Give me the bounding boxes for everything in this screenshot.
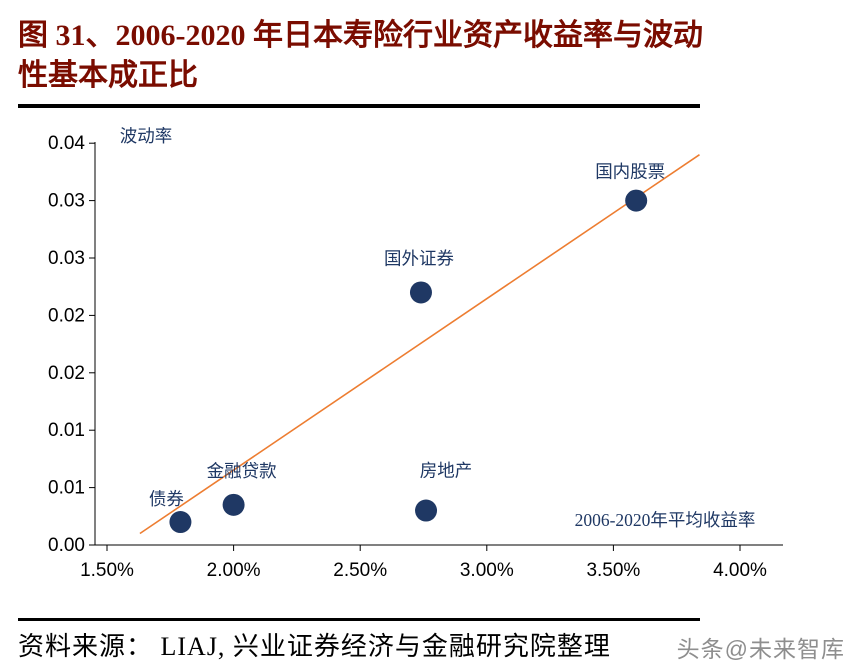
- figure-title: 图 31、2006-2020 年日本寿险行业资产收益率与波动 性基本成正比: [0, 0, 847, 95]
- x-tick-label: 1.50%: [80, 560, 134, 581]
- point-label-4: 国内股票: [595, 162, 665, 182]
- footer-divider-rule: [18, 618, 700, 621]
- source-text: 资料来源： LIAJ, 兴业证券经济与金融研究院整理: [18, 632, 611, 661]
- trend-line: [139, 154, 700, 535]
- data-point-3: [409, 281, 432, 304]
- y-axis-title: 波动率: [120, 126, 173, 146]
- x-tick-label: 3.50%: [586, 560, 640, 581]
- data-point-2: [415, 499, 438, 522]
- figure-title-line2: 性基本成正比: [18, 58, 198, 92]
- y-tick-label: 0.03: [48, 248, 85, 269]
- y-tick-label: 0.01: [48, 420, 85, 441]
- source-line: 资料来源： LIAJ, 兴业证券经济与金融研究院整理: [18, 626, 838, 663]
- data-point-1: [222, 493, 245, 516]
- point-label-2: 房地产: [420, 461, 473, 481]
- y-tick-label: 0.03: [48, 191, 85, 212]
- y-tick-label: 0.02: [48, 363, 85, 384]
- point-label-3: 国外证券: [384, 248, 454, 268]
- data-point-0: [169, 511, 192, 534]
- x-tick-label: 2.00%: [207, 560, 261, 581]
- figure-title-line1: 图 31、2006-2020 年日本寿险行业资产收益率与波动: [18, 19, 703, 52]
- x-tick-label: 3.00%: [460, 560, 514, 581]
- y-tick-label: 0.00: [48, 535, 85, 556]
- y-tick-label: 0.01: [48, 478, 85, 499]
- x-axis-title: 2006-2020年平均收益率: [575, 510, 756, 530]
- watermark-text: 头条@未来智库: [676, 636, 845, 662]
- data-point-4: [625, 189, 648, 212]
- y-tick-label: 0.02: [48, 305, 85, 326]
- scatter-chart-svg: 1.50% 2.00% 2.50% 3.00% 3.50% 4.00% 0.00 0.01 0.…: [48, 126, 783, 581]
- scatter-chart: 1.50% 2.00% 2.50% 3.00% 3.50% 4.00% 0.00 0.01 0.…: [0, 115, 847, 595]
- title-underline-rule: [18, 104, 700, 109]
- y-tick-label: 0.04: [48, 133, 85, 154]
- point-label-0: 债券: [149, 489, 184, 509]
- x-tick-label: 2.50%: [333, 560, 387, 581]
- point-label-1: 金融贷款: [207, 461, 277, 481]
- x-tick-label: 4.00%: [713, 560, 767, 581]
